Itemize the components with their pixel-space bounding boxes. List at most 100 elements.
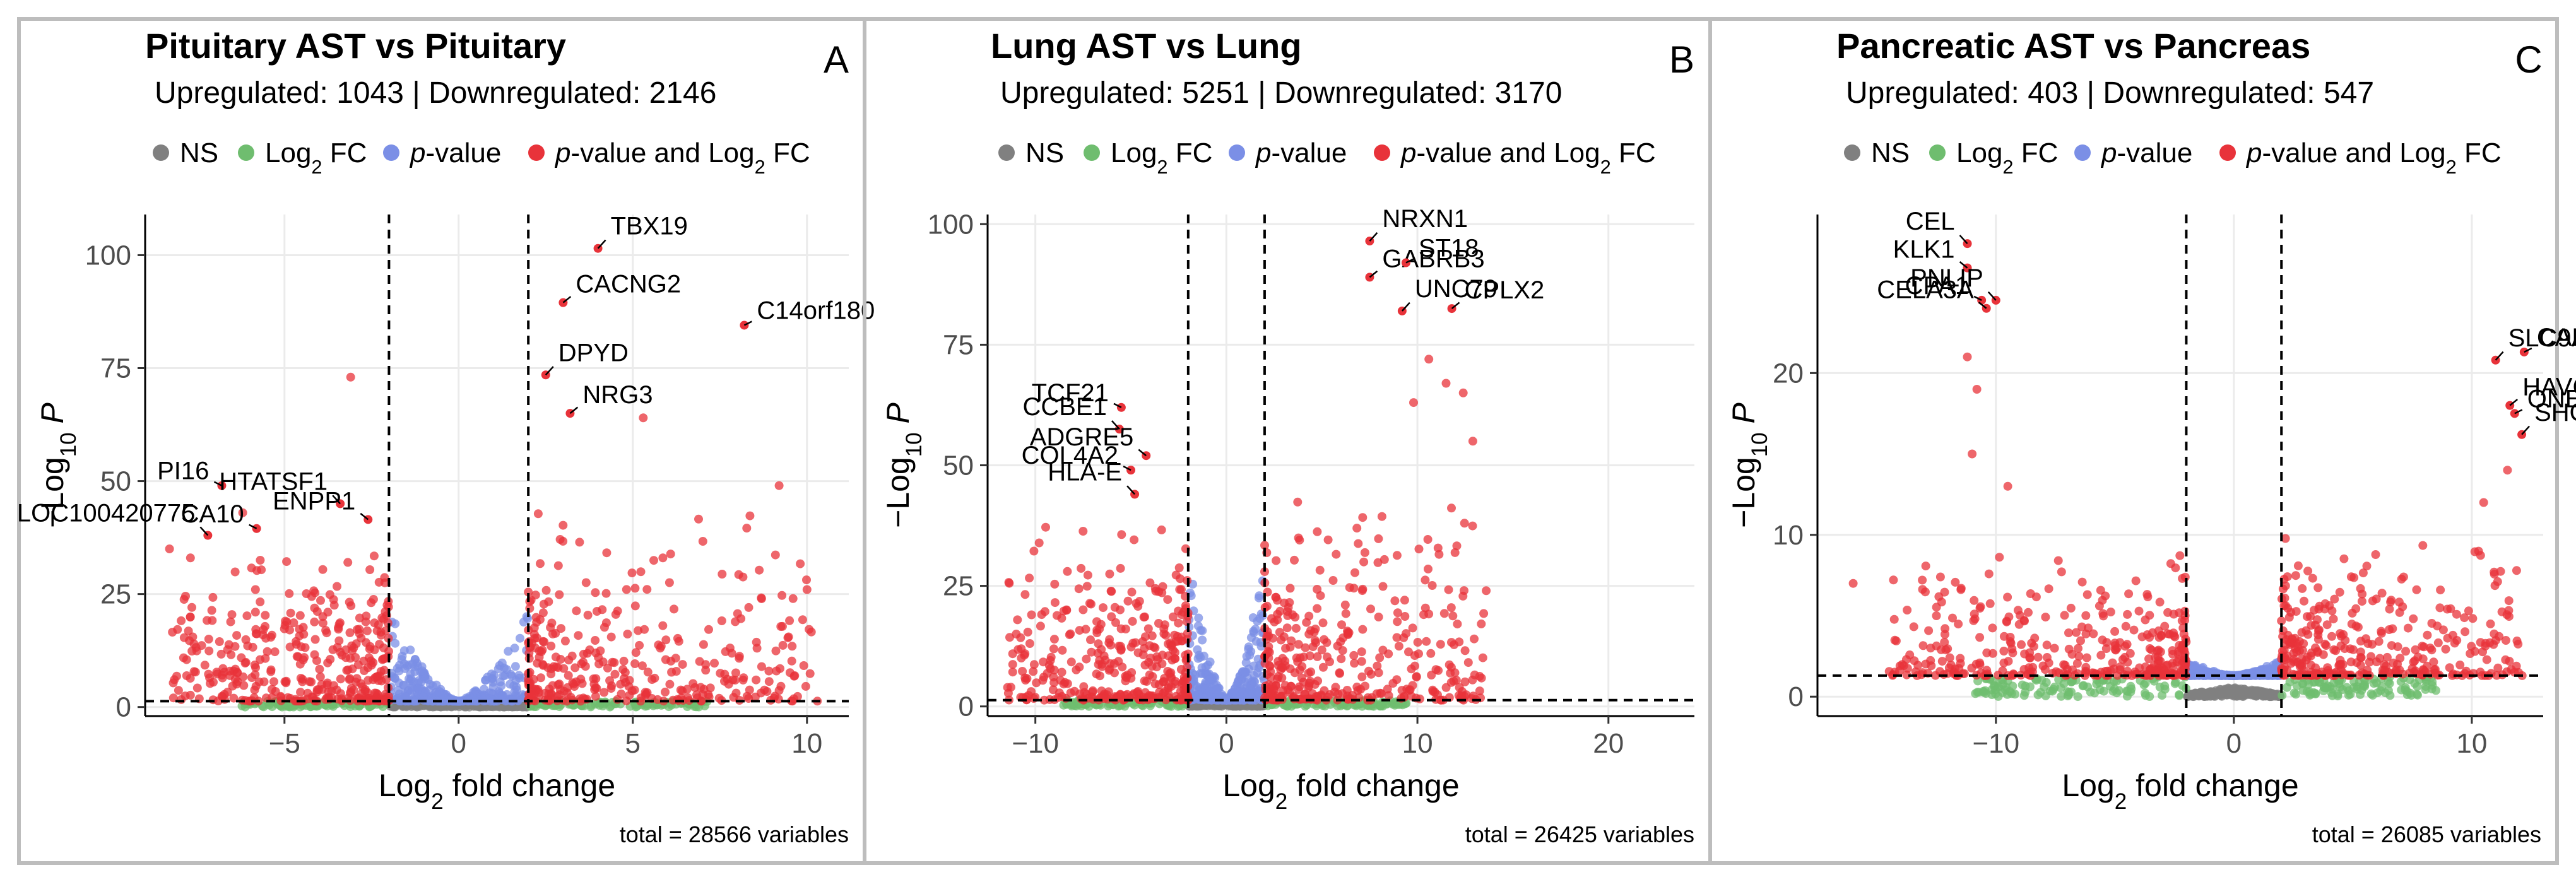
- point-significant: [1414, 649, 1423, 659]
- y-tick-label: 0: [1788, 681, 1804, 712]
- point-significant: [1999, 658, 2009, 667]
- point-significant: [343, 558, 353, 567]
- point-log2fc: [1376, 702, 1386, 710]
- point-significant: [2306, 612, 2315, 621]
- point-significant: [623, 630, 632, 638]
- point-significant: [2512, 636, 2522, 645]
- point-log2fc: [2385, 679, 2394, 688]
- point-significant: [315, 664, 324, 674]
- point-significant: [239, 681, 249, 690]
- point-significant: [215, 637, 224, 646]
- label-leader: [569, 406, 579, 415]
- point-significant: [673, 633, 682, 643]
- point-log2fc: [2405, 675, 2414, 685]
- point-significant: [1308, 642, 1318, 652]
- point-significant: [2033, 652, 2043, 662]
- point-significant: [630, 659, 640, 668]
- point-significant: [1176, 585, 1186, 594]
- point-significant: [1126, 674, 1136, 683]
- point-significant: [1147, 662, 1157, 671]
- point-pvalue: [399, 646, 409, 656]
- x-axis-label: Log2 fold change: [379, 768, 615, 814]
- point-significant: [2435, 603, 2445, 613]
- point-significant: [1999, 632, 2009, 641]
- point-significant: [349, 643, 358, 652]
- legend-swatch: [238, 144, 254, 161]
- point-significant: [799, 661, 808, 670]
- point-significant: [208, 592, 218, 602]
- label-leader: [1401, 302, 1410, 312]
- point-significant: [592, 684, 601, 693]
- point-ns: [2223, 686, 2233, 695]
- label-leader: [360, 512, 369, 520]
- point-significant: [783, 633, 793, 642]
- point-significant: [2303, 567, 2313, 576]
- point-significant: [1909, 622, 1918, 632]
- point-log2fc: [2369, 679, 2378, 688]
- point-significant: [564, 656, 574, 665]
- point-significant: [591, 636, 600, 645]
- point-significant: [562, 697, 571, 706]
- point-significant: [1335, 669, 1344, 678]
- y-tick-label: 75: [100, 353, 131, 384]
- point-significant: [207, 606, 216, 615]
- legend-label: Log2 FC: [1111, 138, 1212, 178]
- point-significant: [333, 582, 341, 591]
- point-significant: [170, 675, 179, 685]
- point-pvalue: [497, 658, 507, 667]
- point-significant: [1282, 623, 1292, 633]
- point-significant: [2377, 626, 2386, 636]
- point-significant: [1971, 659, 1981, 669]
- point-significant: [601, 618, 611, 628]
- point-significant: [1932, 603, 1941, 612]
- point-significant: [362, 626, 372, 635]
- point-pvalue: [2214, 669, 2224, 679]
- point-significant: [695, 657, 704, 666]
- point-ns: [2239, 691, 2248, 700]
- x-tick-label: 10: [2456, 728, 2487, 759]
- point-significant: [276, 691, 285, 701]
- point-significant: [536, 673, 545, 683]
- label-leader: [1451, 302, 1460, 310]
- point-significant: [2385, 625, 2394, 634]
- y-axis-label: −Log10 P: [35, 402, 81, 527]
- point-significant: [601, 589, 611, 598]
- gene-label: UNC79: [1415, 275, 1498, 303]
- point-log2fc: [2338, 685, 2348, 695]
- point-significant: [1046, 656, 1055, 665]
- point-log2fc: [2431, 686, 2440, 695]
- total-caption: total = 28566 variables: [620, 821, 849, 847]
- point-significant: [1085, 599, 1094, 608]
- point-significant: [1427, 581, 1437, 590]
- point-significant: [296, 688, 305, 697]
- gene-label: NRG3: [582, 381, 653, 409]
- point-log2fc: [2178, 681, 2187, 690]
- point-significant: [577, 679, 587, 688]
- threshold-lines: [145, 215, 849, 716]
- point-pvalue: [1244, 642, 1253, 652]
- point-ns: [2230, 686, 2239, 695]
- point-significant: [1095, 671, 1104, 681]
- gene-label: GABRB3: [1382, 245, 1484, 273]
- data-points: [165, 372, 822, 712]
- point-significant: [2175, 551, 2185, 560]
- point-significant: [1131, 599, 1141, 608]
- point-significant: [1008, 660, 1017, 669]
- point-significant: [369, 595, 378, 604]
- point-significant: [787, 656, 796, 666]
- point-pvalue: [1231, 688, 1239, 698]
- point-significant: [1428, 685, 1438, 695]
- point-significant: [2348, 608, 2357, 618]
- point-significant: [2426, 644, 2435, 653]
- point-significant: [1431, 695, 1441, 704]
- point-significant: [2481, 642, 2490, 650]
- point-log2fc: [268, 702, 277, 712]
- point-significant: [2064, 644, 2074, 654]
- point-significant: [384, 633, 393, 643]
- point-significant: [1920, 587, 1930, 597]
- point-significant: [1988, 649, 1997, 658]
- point-significant: [701, 666, 711, 675]
- point-pvalue: [418, 693, 428, 702]
- point-significant: [551, 652, 560, 662]
- point-significant: [2319, 650, 2328, 659]
